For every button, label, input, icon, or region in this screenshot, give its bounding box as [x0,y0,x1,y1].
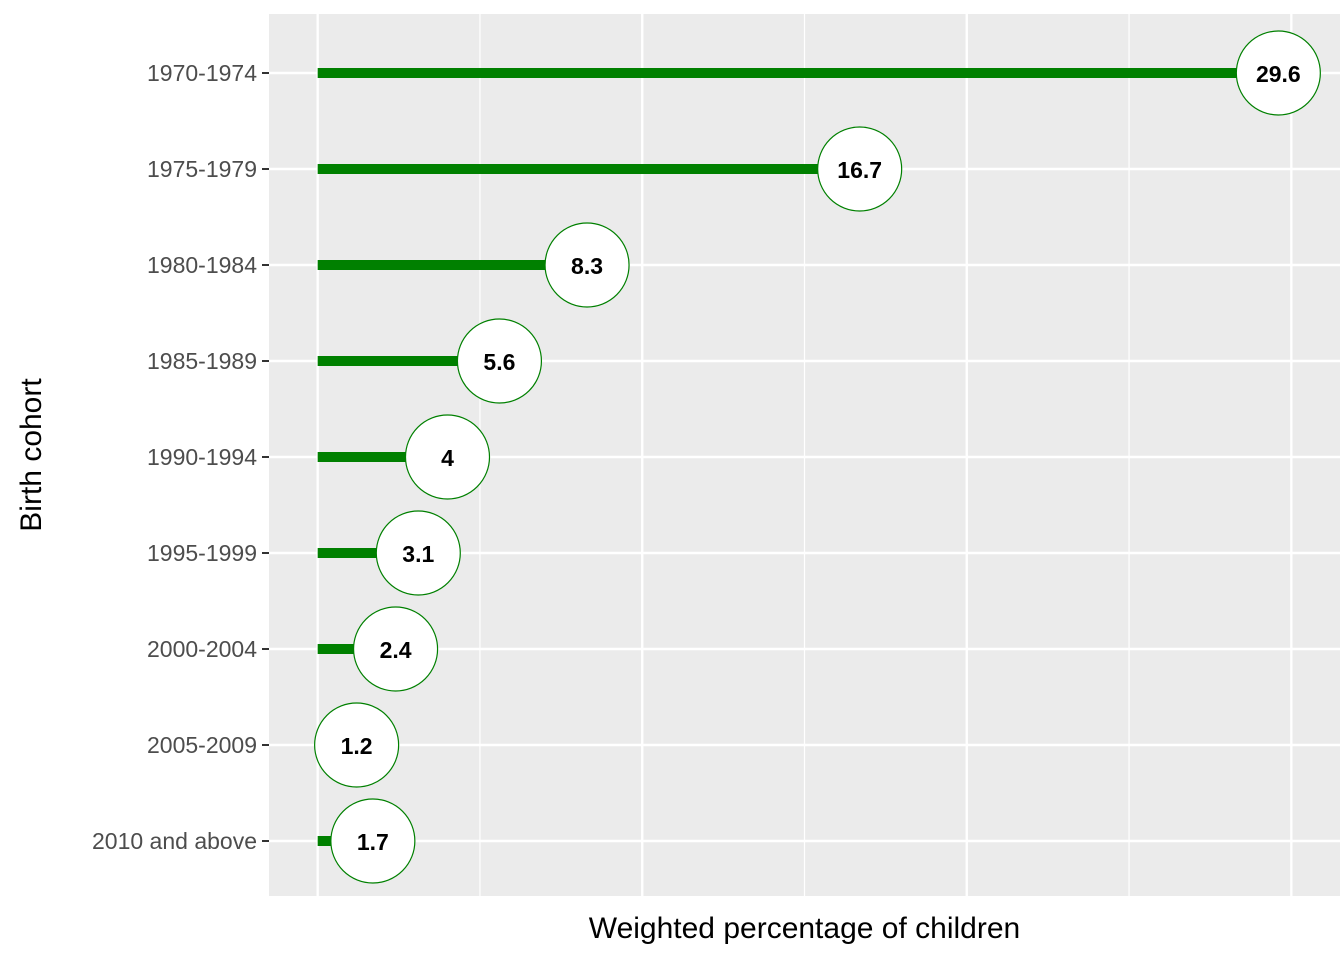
data-point-marker [456,318,543,404]
y-tick-label: 1970-1974 [147,60,257,86]
data-label: 3.1 [402,541,434,567]
y-tick-label: 2005-2009 [147,732,257,758]
markers: 29.6 16.7 8.3 5.6 4 3.1 2.4 1.2 1.7 [314,30,1321,884]
data-point: 1.7 [330,798,416,884]
data-point-marker [330,798,416,884]
data-point-marker [352,606,439,692]
data-point-marker [404,414,491,500]
y-tick-label: 2000-2004 [147,636,257,662]
y-tick-label: 1995-1999 [147,540,257,566]
y-tick-label: 1985-1989 [147,348,257,374]
data-point-marker [314,702,400,788]
data-point: 29.6 [1235,30,1321,116]
y-tick-label: 1975-1979 [147,156,257,182]
data-point: 16.7 [817,126,903,212]
data-point: 5.6 [456,318,543,404]
data-point: 3.1 [375,510,461,596]
data-label: 1.2 [341,733,373,759]
data-point-marker [544,222,630,308]
x-axis-title: Weighted percentage of children [589,912,1020,945]
y-tick-label: 2010 and above [92,828,257,854]
y-axis-title: Birth cohort [15,378,48,532]
data-point: 4 [404,414,491,500]
data-point: 1.2 [314,702,400,788]
data-point-marker [817,126,903,212]
data-label: 8.3 [571,253,603,279]
y-axis: 1970-1974 1975-1979 1980-1984 1985-1989 1990… [92,60,269,854]
data-label: 29.6 [1256,61,1301,87]
data-point: 2.4 [352,606,439,692]
data-point-marker [1235,30,1321,116]
data-label: 4 [441,445,454,471]
data-point: 8.3 [544,222,630,308]
y-tick-label: 1990-1994 [147,444,257,470]
data-label: 16.7 [837,157,882,183]
data-label: 5.6 [483,349,515,375]
stems [317,68,1279,846]
y-tick-label: 1980-1984 [147,252,257,278]
data-label: 1.7 [357,829,389,855]
data-point-marker [375,510,461,596]
data-label: 2.4 [380,637,412,663]
